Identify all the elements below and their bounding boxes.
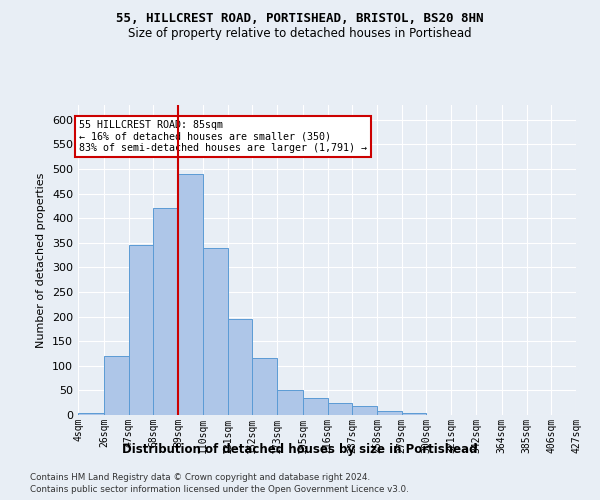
Bar (178, 174, 203, 415)
Y-axis label: Number of detached properties: Number of detached properties (37, 172, 46, 348)
Bar (104, 356, 128, 415)
Text: Contains HM Land Registry data © Crown copyright and database right 2024.: Contains HM Land Registry data © Crown c… (30, 472, 370, 482)
Bar (154, 208, 178, 415)
Bar (277, 390, 303, 415)
Text: Size of property relative to detached houses in Portishead: Size of property relative to detached ho… (128, 28, 472, 40)
Bar (352, 406, 377, 415)
Bar (128, 245, 154, 415)
Bar (303, 398, 328, 415)
Text: 55, HILLCREST ROAD, PORTISHEAD, BRISTOL, BS20 8HN: 55, HILLCREST ROAD, PORTISHEAD, BRISTOL,… (116, 12, 484, 26)
Text: Contains public sector information licensed under the Open Government Licence v3: Contains public sector information licen… (30, 485, 409, 494)
Text: Distribution of detached houses by size in Portishead: Distribution of detached houses by size … (122, 442, 478, 456)
Bar (377, 411, 402, 415)
Bar (203, 248, 227, 415)
Bar (328, 402, 352, 415)
Bar (78, 412, 104, 415)
Bar (227, 319, 252, 415)
Bar (252, 358, 277, 415)
Text: 55 HILLCREST ROAD: 85sqm
← 16% of detached houses are smaller (350)
83% of semi-: 55 HILLCREST ROAD: 85sqm ← 16% of detach… (79, 120, 367, 153)
Bar (402, 412, 427, 415)
